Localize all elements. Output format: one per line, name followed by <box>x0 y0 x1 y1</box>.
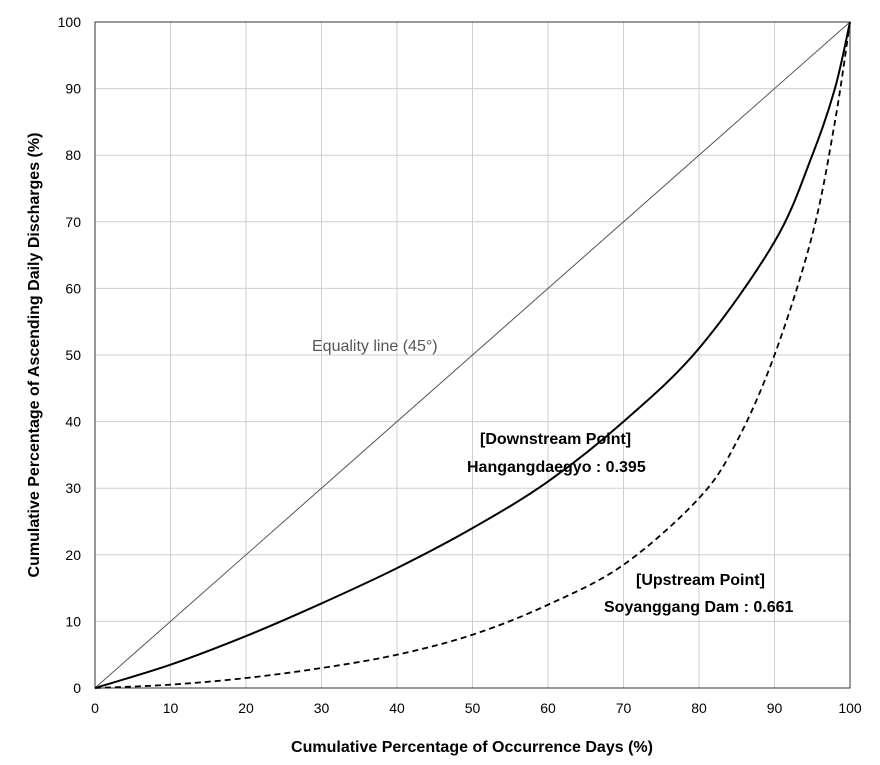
upstream-title-annotation: [Upstream Point] <box>636 572 765 589</box>
x-tick-label: 10 <box>163 700 179 716</box>
y-tick-label: 20 <box>65 547 81 563</box>
x-tick-label: 0 <box>91 700 99 716</box>
x-tick-label: 70 <box>616 700 632 716</box>
x-tick-label: 30 <box>314 700 330 716</box>
series-group <box>94 21 851 689</box>
y-tick-label: 70 <box>65 214 81 230</box>
x-tick-label: 80 <box>691 700 707 716</box>
y-tick-label: 0 <box>73 680 81 696</box>
plot-frame <box>94 21 851 689</box>
series-line-equality <box>94 21 851 689</box>
y-tick-label: 100 <box>58 14 82 30</box>
y-tick-label: 80 <box>65 147 81 163</box>
upstream-value-annotation: Soyanggang Dam : 0.661 <box>604 599 793 616</box>
y-tick-label: 40 <box>65 414 81 430</box>
y-tick-label: 30 <box>65 480 81 496</box>
x-tick-labels: 0 10 20 30 40 50 60 70 80 90 100 <box>91 700 862 716</box>
x-tick-label: 20 <box>238 700 254 716</box>
x-axis-title: Cumulative Percentage of Occurrence Days… <box>291 739 653 756</box>
downstream-title-annotation: [Downstream Point] <box>480 431 631 448</box>
y-tick-label: 50 <box>65 347 81 363</box>
x-tick-label: 90 <box>767 700 783 716</box>
downstream-value-annotation: Hangangdaegyo : 0.395 <box>467 459 646 476</box>
series-line-upstream <box>94 21 851 689</box>
y-axis-title: Cumulative Percentage of Ascending Daily… <box>26 133 43 578</box>
equality-annotation: Equality line (45°) <box>312 338 438 355</box>
x-tick-label: 60 <box>540 700 556 716</box>
y-tick-label: 90 <box>65 81 81 97</box>
x-tick-label: 50 <box>465 700 481 716</box>
y-tick-label: 60 <box>65 280 81 296</box>
series-line-downstream <box>94 21 851 689</box>
x-tick-label: 40 <box>389 700 405 716</box>
x-tick-label: 100 <box>838 700 862 716</box>
y-tick-label: 10 <box>65 613 81 629</box>
y-tick-labels: 0 10 20 30 40 50 60 70 80 90 100 <box>58 14 82 696</box>
